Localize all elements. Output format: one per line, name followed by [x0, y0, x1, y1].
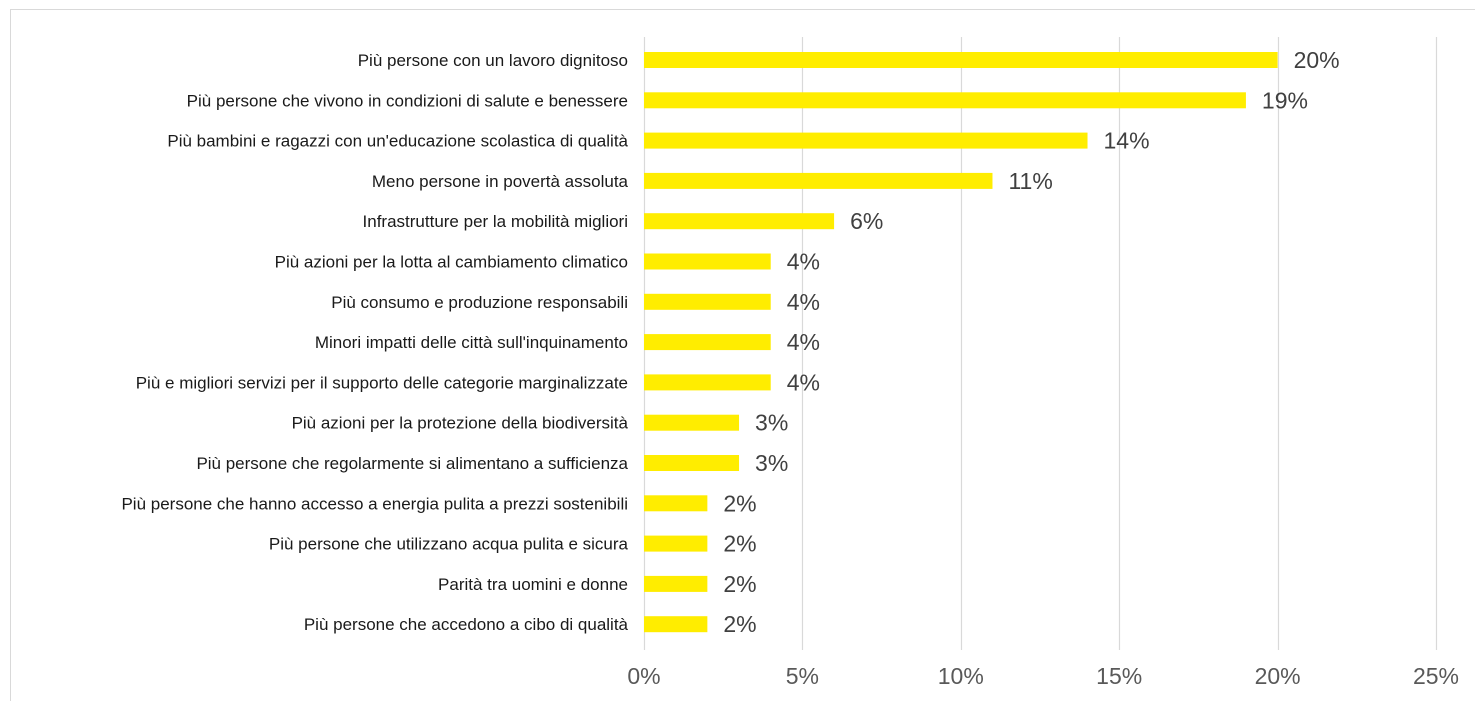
- chart-frame: Più persone con un lavoro dignitoso Più p…: [10, 9, 1475, 701]
- x-tick-label-4: 20%: [1255, 663, 1301, 689]
- category-label-5: Più azioni per la lotta al cambiamento c…: [275, 253, 628, 272]
- data-label-2: 14%: [1104, 128, 1150, 154]
- bar-12: [644, 535, 708, 552]
- category-label-10: Più persone che regolarmente si alimenta…: [196, 454, 628, 473]
- data-labels: 20% 19% 14% 11% 6% 4% 4% 4% 4% 3% 3% 2% 2% 2% 2%: [723, 47, 1339, 637]
- category-label-6: Più consumo e produzione responsabili: [331, 293, 628, 312]
- category-label-3: Meno persone in povertà assoluta: [372, 172, 629, 191]
- x-tick-label-1: 5%: [786, 663, 819, 689]
- data-label-3: 11%: [1008, 168, 1052, 194]
- data-label-13: 2%: [723, 571, 756, 597]
- x-tick-label-3: 15%: [1096, 663, 1142, 689]
- bar-11: [644, 495, 708, 512]
- bar-1: [644, 92, 1246, 109]
- data-label-1: 19%: [1262, 87, 1308, 113]
- data-label-12: 2%: [723, 531, 756, 557]
- category-label-4: Infrastrutture per la mobilità migliori: [363, 212, 628, 231]
- category-label-9: Più azioni per la protezione della biodi…: [292, 414, 629, 433]
- category-label-14: Più persone che accedono a cibo di quali…: [304, 615, 629, 634]
- x-tick-label-5: 25%: [1413, 663, 1459, 689]
- bar-8: [644, 374, 771, 391]
- bar-14: [644, 616, 708, 633]
- data-label-10: 3%: [755, 450, 788, 476]
- bar-6: [644, 293, 771, 310]
- bar-0: [644, 52, 1278, 68]
- category-labels: Più persone con un lavoro dignitoso Più p…: [121, 51, 628, 634]
- category-label-12: Più persone che utilizzano acqua pulita …: [269, 535, 629, 554]
- data-label-11: 2%: [723, 490, 756, 516]
- bar-4: [644, 213, 835, 230]
- category-label-2: Più bambini e ragazzi con un'educazione …: [167, 132, 628, 151]
- bar-2: [644, 132, 1088, 149]
- bar-10: [644, 455, 740, 471]
- category-label-1: Più persone che vivono in condizioni di …: [187, 91, 628, 110]
- x-tick-label-2: 10%: [938, 663, 984, 689]
- x-axis-tick-labels: 0% 5% 10% 15% 20% 25%: [627, 663, 1459, 689]
- category-label-8: Più e migliori servizi per il supporto d…: [136, 373, 628, 392]
- data-label-0: 20%: [1294, 47, 1340, 73]
- category-label-0: Più persone con un lavoro dignitoso: [358, 51, 628, 70]
- bar-3: [644, 172, 993, 189]
- data-label-6: 4%: [787, 289, 820, 315]
- category-label-11: Più persone che hanno accesso a energia …: [121, 494, 628, 513]
- bar-chart: Più persone con un lavoro dignitoso Più p…: [121, 37, 1459, 689]
- x-tick-label-0: 0%: [627, 663, 660, 689]
- data-label-5: 4%: [787, 249, 820, 275]
- bar-13: [644, 575, 708, 592]
- bars: [644, 52, 1278, 633]
- data-label-7: 4%: [787, 329, 820, 355]
- category-label-7: Minori impatti delle città sull'inquinam…: [315, 333, 628, 352]
- bar-5: [644, 253, 771, 270]
- bar-7: [644, 334, 771, 351]
- data-label-14: 2%: [723, 611, 756, 637]
- bar-9: [644, 414, 740, 431]
- data-label-4: 6%: [850, 208, 883, 234]
- data-label-8: 4%: [787, 369, 820, 395]
- data-label-9: 3%: [755, 410, 788, 436]
- category-label-13: Parità tra uomini e donne: [438, 575, 628, 594]
